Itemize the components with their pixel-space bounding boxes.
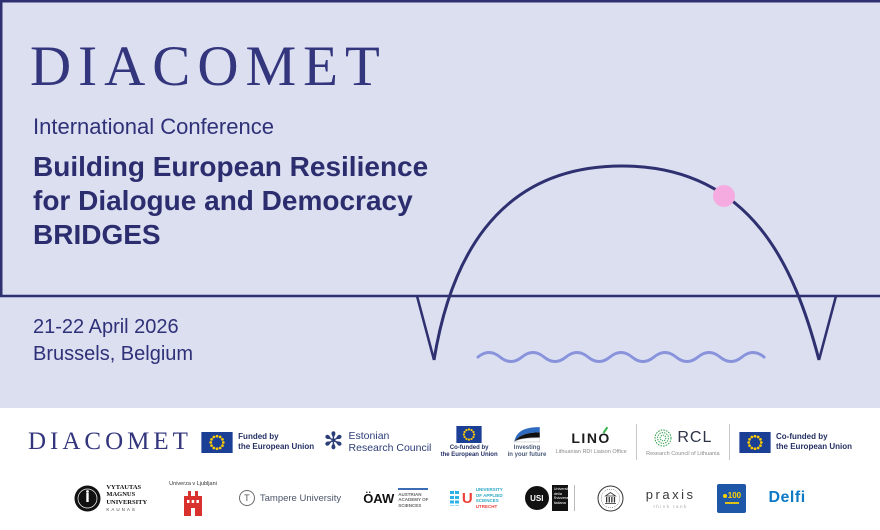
usi-sub3: Svizzera (553, 496, 569, 501)
conference-label: International Conference (33, 114, 274, 139)
tampere-label: Tampere University (259, 492, 342, 504)
lino-logo: LINO Lithuanian RDI Liaison Office (555, 426, 627, 455)
tampere-university-logo: T Tampere University (238, 490, 342, 506)
oaw-sub3: SCIENCES (398, 502, 422, 508)
eu-funded-label: Funded by the European Union (238, 432, 314, 452)
ljubljana-label: Univerza v Ljubljani (169, 480, 217, 487)
bridge-illustration (0, 0, 880, 363)
hu-utrecht-logo: U UNIVERSITY OF APPLIED SCIENCES UTRECHT (450, 487, 503, 509)
eu-funded-line1: Funded by (238, 432, 279, 441)
square100-number: 100 (727, 491, 742, 500)
water-wave-line (476, 351, 766, 363)
diacomet-wordmark: DIACOMET (30, 35, 387, 98)
oaw-wordmark: ÖAW (363, 490, 395, 506)
vmu-line2: MAGNUS (106, 491, 136, 499)
diacomet-footer-logo: DIACOMET (28, 428, 192, 455)
eu-cofunded-line2: the European Union (776, 442, 852, 451)
eu-cofunded-small-line2: the European Union (440, 451, 498, 458)
rcl-logo: RCL Research Council of Lithuania (646, 428, 719, 457)
event-title: Building European Resilience for Dialogu… (33, 150, 428, 252)
rcl-subtitle: Research Council of Lithuania (646, 450, 720, 457)
estonian-rc-line1: Estonian (348, 430, 390, 442)
tampere-t-icon: T (238, 490, 255, 506)
vmu-seal-icon (74, 485, 101, 511)
praxis-wordmark: praxis (645, 487, 696, 502)
right-support-line (817, 295, 838, 361)
vmu-line1: VYTAUTAS (106, 483, 142, 491)
oaw-sub2: ACADEMY OF (398, 497, 429, 502)
title-line-1: Building European Resilience (33, 151, 429, 182)
vmu-line3: UNIVERSITY (106, 498, 148, 506)
estonian-flag-bird-icon (513, 426, 540, 442)
eu-structural-funds-logo: Co-funded by the European Union Investin… (441, 426, 547, 459)
usi-sub2: della (553, 491, 562, 496)
usi-label: Università della Svizzera italiana (551, 485, 571, 511)
title-line-2: for Dialogue and Democracy (33, 185, 413, 216)
snowflake-icon: ✻ (323, 428, 344, 455)
divider (728, 424, 730, 460)
event-dates: 21-22 April 2026 (33, 316, 179, 338)
estonian-rc-line2: Research Council (348, 442, 432, 454)
vmu-label: VYTAUTAS MAGNUS UNIVERSITY (106, 484, 147, 507)
investing-in-your-future-logo: Investing in your future (508, 426, 547, 459)
rcl-rosette-icon (654, 429, 672, 446)
divider (635, 424, 637, 460)
divider (573, 485, 575, 511)
lino-wordmark: LINO (571, 429, 611, 446)
hero-banner: DIACOMET International Conference Buildi… (0, 0, 880, 408)
hu-sub4: UTRECHT (475, 503, 498, 509)
estonian-research-council-logo: ✻ Estonian Research Council (323, 428, 432, 455)
blue-square-100-logo: 100 (717, 483, 747, 513)
eu-funded-logo: Funded by the European Union (201, 432, 314, 453)
ljubljana-castle-icon (184, 490, 203, 516)
usi-sub4: italiana (553, 500, 566, 505)
estonian-rc-label: Estonian Research Council (349, 430, 432, 454)
eu-flag-icon (201, 432, 233, 453)
square100-text-bar (724, 502, 739, 504)
lino-subtitle: Lithuanian RDI Liaison Office (555, 448, 627, 455)
eu-cofunded-small-logo: Co-funded by the European Union (441, 426, 498, 459)
oaw-label: AUSTRIAN ACADEMY OF SCIENCES (398, 488, 429, 508)
hu-sub3: SCIENCES (475, 498, 499, 503)
hu-bars-icon (450, 490, 459, 506)
usi-logo: USI Università della Svizzera italiana (524, 485, 575, 511)
delfi-logo: Delfi (768, 489, 806, 506)
left-support-line (415, 295, 436, 361)
praxis-logo: praxis think tank (646, 487, 696, 509)
hu-sub2: OF APPLIED (475, 492, 503, 498)
eu-cofunded-line1: Co-funded by (776, 432, 828, 441)
university-of-ljubljana-logo: Univerza v Ljubljani (169, 481, 217, 516)
eu-cofunded-small-line1: Co-funded by (449, 444, 489, 451)
praxis-subtitle: think tank (653, 504, 688, 509)
yellow-dot-icon (722, 494, 727, 498)
hu-label: UNIVERSITY OF APPLIED SCIENCES UTRECHT (476, 487, 503, 509)
investing-label: Investing in your future (508, 445, 547, 459)
hu-sub1: UNIVERSITY (475, 487, 503, 492)
title-line-3: BRIDGES (33, 219, 161, 250)
pink-dot (713, 185, 735, 207)
eu-cofunded-label: Co-funded by the European Union (776, 432, 852, 452)
investing-line1: Investing (513, 444, 541, 451)
eu-cofunded-small-label: Co-funded by the European Union (441, 445, 498, 459)
partner-logos-footer: DIACOMET Funded by the European Union ✻ … (0, 408, 880, 530)
hu-u-letter: U (461, 489, 473, 507)
rcl-wordmark: RCL (677, 428, 713, 446)
usi-sub1: Università (553, 487, 571, 491)
eu-flag-icon (739, 432, 771, 453)
partner-logos-row-1: DIACOMET Funded by the European Union ✻ … (28, 414, 852, 470)
bridge-arc (432, 164, 821, 361)
vmu-line4: KAUNAS (106, 507, 137, 513)
partner-logos-row-2: VYTAUTAS MAGNUS UNIVERSITY KAUNAS Univer… (28, 470, 852, 526)
investing-line2: in your future (507, 451, 547, 458)
event-location: Brussels, Belgium (33, 343, 194, 365)
event-details: 21-22 April 2026 Brussels, Belgium (33, 314, 193, 368)
columns-seal-logo (597, 485, 624, 511)
eu-cofunded-logo: Co-funded by the European Union (739, 432, 852, 453)
oaw-sub1: AUSTRIAN (398, 491, 422, 497)
vytautas-magnus-university-logo: VYTAUTAS MAGNUS UNIVERSITY KAUNAS (74, 484, 147, 513)
eu-funded-line2: the European Union (238, 442, 315, 451)
usi-circle-icon: USI (524, 486, 549, 510)
eu-flag-icon (456, 426, 482, 443)
austrian-academy-of-sciences-logo: ÖAW AUSTRIAN ACADEMY OF SCIENCES (363, 488, 429, 508)
